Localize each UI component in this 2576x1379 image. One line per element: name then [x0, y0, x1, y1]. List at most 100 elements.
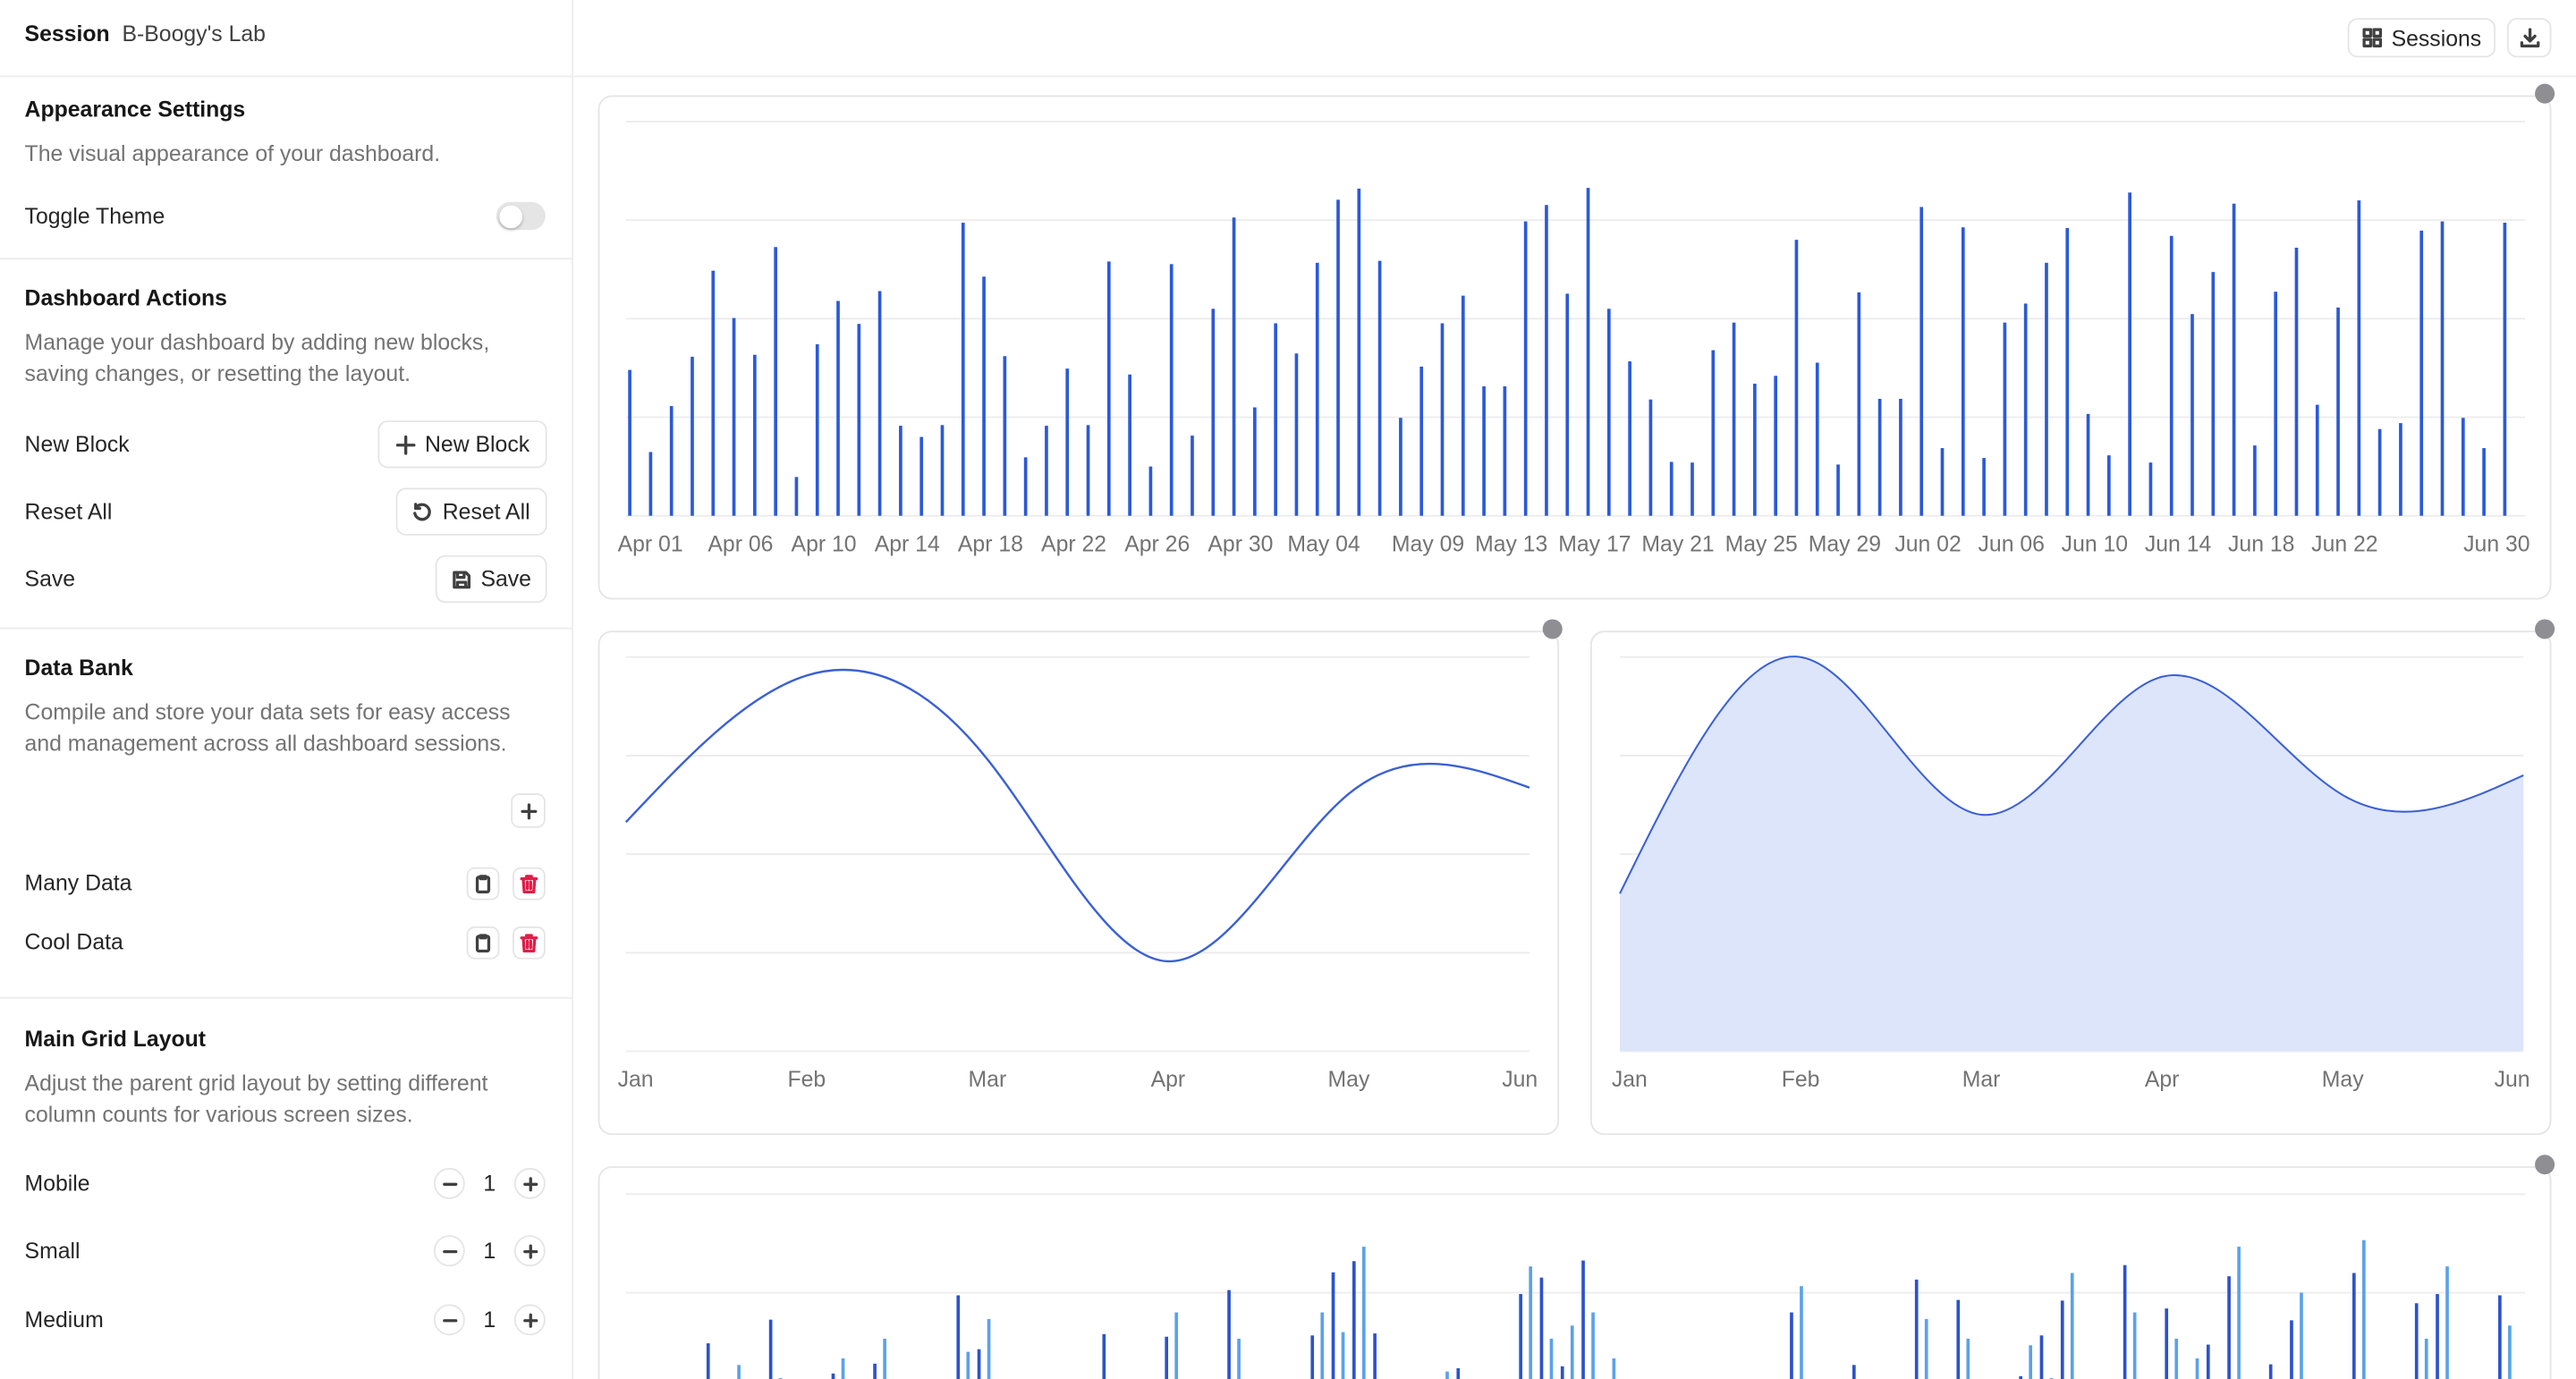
- bar: [737, 1365, 741, 1379]
- section-title: Appearance Settings: [24, 97, 246, 122]
- theme-toggle[interactable]: [496, 201, 546, 231]
- bar: [1519, 1293, 1522, 1379]
- bar: [1341, 1332, 1345, 1379]
- bar: [1331, 1272, 1335, 1379]
- bar: [956, 1295, 961, 1379]
- bar: [2498, 1295, 2502, 1379]
- bar: [2206, 1344, 2210, 1379]
- sessions-button[interactable]: Sessions: [2347, 18, 2496, 58]
- bar: [2253, 445, 2257, 516]
- data-set-name: Many Data: [24, 870, 132, 896]
- decrement-button[interactable]: [433, 1304, 465, 1336]
- x-tick-label: Apr 14: [875, 532, 940, 556]
- bar: [1919, 207, 1924, 516]
- bar: [1294, 353, 1299, 516]
- bar: [1227, 1290, 1231, 1379]
- bar: [2086, 413, 2090, 516]
- bar: [1361, 1247, 1366, 1379]
- delete-button[interactable]: [513, 926, 546, 960]
- bar: [1440, 323, 1445, 516]
- drag-handle[interactable]: [2535, 1155, 2555, 1175]
- x-tick-label: Mar: [1962, 1068, 2001, 1092]
- increment-button[interactable]: [513, 1235, 546, 1267]
- x-tick-label: Jun: [1502, 1068, 1538, 1092]
- x-tick-label: Jun 30: [2463, 532, 2529, 556]
- bar: [2336, 307, 2340, 516]
- increment-button[interactable]: [513, 1304, 546, 1336]
- bar: [2482, 448, 2486, 516]
- column-count: 1: [483, 1238, 496, 1264]
- bar: [2045, 262, 2048, 516]
- bar: [1174, 1312, 1179, 1379]
- decrement-button[interactable]: [433, 1235, 465, 1267]
- bar: [1924, 1318, 1928, 1379]
- x-tick-label: May: [1328, 1068, 1370, 1092]
- bar: [1961, 227, 1965, 516]
- bar: [2195, 1358, 2199, 1379]
- bar: [1128, 374, 1131, 516]
- drag-handle[interactable]: [1542, 619, 1563, 639]
- bar: [2315, 404, 2319, 516]
- download-button[interactable]: [2506, 18, 2552, 58]
- bar: [1274, 323, 1277, 516]
- bar: [1914, 1279, 1919, 1379]
- bar: [1794, 240, 1799, 516]
- bar: [1310, 1335, 1315, 1379]
- bar: [1570, 1325, 1574, 1379]
- bar: [2440, 221, 2445, 516]
- copy-button[interactable]: [466, 867, 500, 901]
- copy-button[interactable]: [466, 926, 500, 960]
- x-tick-label: May: [2322, 1068, 2364, 1092]
- bar: [774, 247, 777, 516]
- x-tick-label: May 09: [1392, 532, 1464, 556]
- bar: [966, 1351, 970, 1379]
- section-description: The visual appearance of your dashboard.: [24, 140, 441, 166]
- drag-handle[interactable]: [2535, 619, 2555, 639]
- bar: [1982, 458, 1986, 516]
- decrement-button[interactable]: [433, 1167, 465, 1199]
- increment-button[interactable]: [513, 1167, 546, 1199]
- x-tick-label: Jun: [2495, 1068, 2530, 1092]
- bar: [1565, 293, 1570, 516]
- bar: [2174, 1338, 2179, 1379]
- bar: [1940, 448, 1945, 516]
- bar: [940, 425, 945, 516]
- save-button[interactable]: Save: [435, 554, 547, 604]
- bar: [2399, 423, 2402, 516]
- bar: [1482, 386, 1486, 516]
- bar: [1357, 188, 1361, 516]
- bar: [2227, 1276, 2231, 1379]
- bar: [1456, 1368, 1461, 1379]
- button-label: New Block: [424, 432, 530, 457]
- bar: [841, 1358, 845, 1379]
- bar: [982, 276, 986, 516]
- bar: [1545, 205, 1548, 516]
- bar: [1852, 1365, 1856, 1379]
- bar: [2165, 1308, 2169, 1379]
- bar: [2023, 303, 2028, 516]
- bar: [2436, 1293, 2439, 1379]
- x-tick-label: May 21: [1641, 532, 1714, 556]
- bar: [706, 1343, 710, 1379]
- bar: [1753, 384, 1757, 516]
- bar: [1966, 1338, 1970, 1379]
- bar: [1169, 264, 1174, 516]
- add-data-button[interactable]: [511, 793, 546, 828]
- bar: [815, 343, 819, 516]
- bar: [691, 356, 694, 516]
- bar: [1956, 1299, 1961, 1379]
- reset-button[interactable]: Reset All: [395, 487, 547, 536]
- drag-handle[interactable]: [2535, 83, 2555, 104]
- bar: [1529, 1266, 1533, 1379]
- new-block-button[interactable]: New Block: [377, 420, 547, 469]
- area-line: [1619, 656, 2524, 894]
- bar: [2352, 1273, 2356, 1379]
- bar: [1539, 1277, 1544, 1379]
- x-tick-label: Jan: [618, 1068, 654, 1092]
- bar: [2503, 223, 2507, 516]
- delete-button[interactable]: [513, 867, 546, 901]
- bar: [1419, 366, 1424, 516]
- button-label: Save: [480, 566, 531, 592]
- chart-card: [597, 1166, 2552, 1379]
- x-tick-label: Jun 06: [1979, 532, 2045, 556]
